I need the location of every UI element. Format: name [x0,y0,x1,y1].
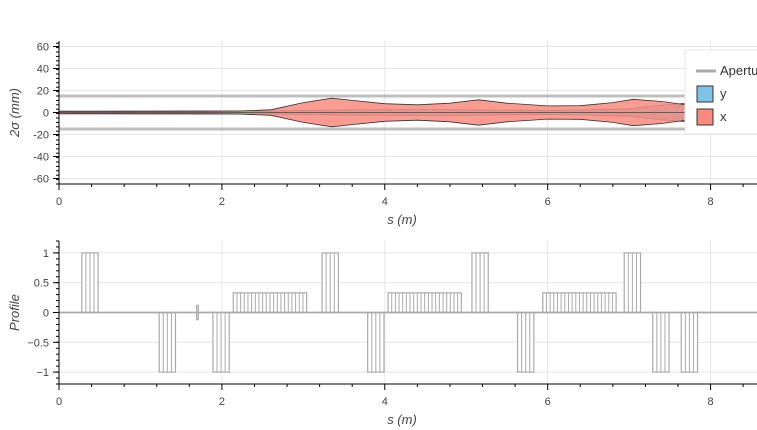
x-tick-label: 2 [219,196,225,208]
y-tick-label: -20 [33,130,49,142]
y-tick-label: 0.5 [34,278,49,290]
profile-bar [196,311,199,321]
x-tick-label: 4 [382,396,388,408]
x-tick-label: 2 [219,396,225,408]
y-tick-label: 0 [43,108,49,120]
y-tick-label: −0.5 [27,337,49,349]
profile-element [81,252,99,314]
profile-element [680,311,699,373]
profile-element [158,311,177,373]
y-tick-label: 0 [43,308,49,320]
profile-element [652,311,670,373]
profile-element [623,252,642,314]
legend-x-label: x [720,109,727,124]
x-tick-label: 0 [56,196,62,208]
profile-plot[interactable]: 0 2 4 6 8 −1 −0.5 0 0.5 1 s (m) Profile [7,240,757,427]
profile-element [196,311,199,321]
y-tick-label: 1 [43,248,49,260]
x-tick-label: 8 [708,196,714,208]
envelope-plot[interactable]: 0 2 4 6 8 -60 -40 -20 0 20 40 60 s (m) 2σ (mm) [7,41,757,227]
legend-x-swatch [696,108,714,126]
legend-y-label: y [720,86,727,101]
y-axis-label: Profile [7,294,22,331]
legend[interactable]: Aperture y x [684,49,757,135]
y-tick-label: −1 [36,367,49,379]
y-axis-label: 2σ (mm) [7,88,22,138]
x-tick-label: 0 [56,396,62,408]
x-axis-label: s (m) [387,412,417,427]
y-tick-label: -60 [33,174,49,186]
x-axis-label: s (m) [387,212,417,227]
legend-y-swatch [696,85,714,103]
profile-bar [196,304,199,314]
x-tick-label: 8 [708,396,714,408]
profile-element [212,311,230,373]
y-tick-label: 40 [37,64,49,76]
y-tick-label: 60 [37,42,49,54]
y-tick-label: -40 [33,152,49,164]
profile-element [321,252,339,314]
profile-element [367,311,385,373]
profile-element [516,311,535,373]
x-tick-label: 4 [382,196,388,208]
profile-element [196,304,199,314]
profile-element [471,252,489,314]
profile-element [387,292,462,314]
x-tick-label: 6 [545,196,551,208]
profile-element [542,292,617,314]
x-tick-label: 6 [545,396,551,408]
profile-element [232,292,308,314]
y-tick-label: 20 [37,86,49,98]
legend-aperture-label: Aperture [720,63,757,78]
